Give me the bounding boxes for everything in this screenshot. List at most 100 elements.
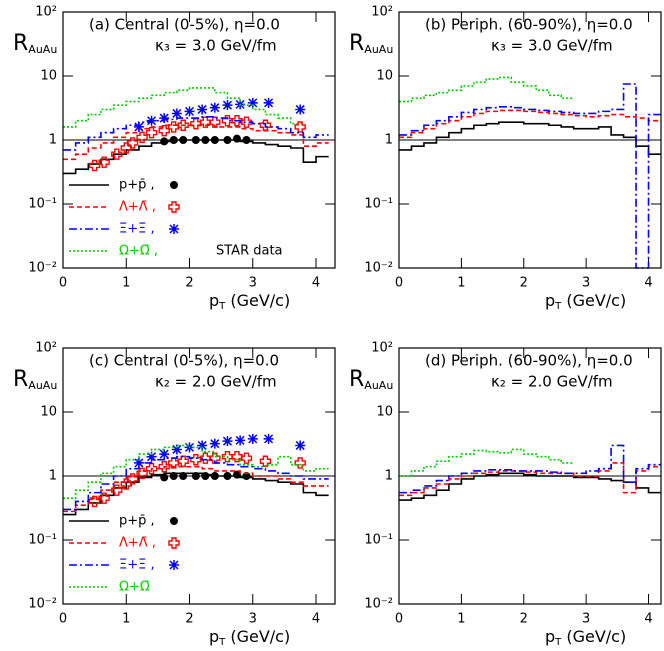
data-point bbox=[160, 137, 169, 146]
series-line bbox=[399, 109, 661, 139]
y-axis-label: RAuAu bbox=[13, 31, 57, 56]
y-label-main: R bbox=[13, 367, 28, 392]
data-point bbox=[240, 452, 253, 464]
data-point bbox=[263, 97, 274, 108]
series-line bbox=[63, 124, 329, 161]
data-point bbox=[120, 478, 132, 490]
data-point bbox=[209, 102, 220, 113]
y-label-sub: AuAu bbox=[364, 43, 393, 56]
data-point bbox=[223, 136, 232, 144]
data-point bbox=[199, 116, 212, 128]
data-point bbox=[201, 472, 210, 480]
data-point bbox=[169, 472, 178, 480]
data-point bbox=[98, 156, 110, 168]
series-line bbox=[63, 444, 329, 499]
series-line bbox=[399, 448, 574, 477]
data-point bbox=[209, 438, 220, 449]
legend-label: Ξ+Ξ̄ , bbox=[119, 222, 155, 237]
panel-subtitle: κ₂ = 2.0 GeV/fm bbox=[491, 373, 613, 391]
x-tick-label: 4 bbox=[312, 276, 320, 291]
data-point bbox=[222, 100, 233, 111]
data-point bbox=[159, 449, 170, 460]
panel-title: (b) Periph. (60-90%), η=0.0 bbox=[425, 16, 633, 34]
series-line bbox=[399, 472, 661, 501]
x-axis-label: pT (GeV/c) bbox=[209, 291, 290, 313]
x-tick-label: 1 bbox=[122, 612, 130, 627]
panel-title: (c) Central (0-5%), η=0.0 bbox=[89, 352, 279, 370]
x-label-rest: (GeV/c) bbox=[225, 291, 290, 310]
data-point bbox=[199, 452, 212, 464]
data-point bbox=[179, 136, 188, 144]
data-point bbox=[111, 148, 123, 160]
legend-label: Ξ+Ξ̄ , bbox=[119, 558, 155, 573]
data-point bbox=[111, 484, 123, 496]
x-tick-label: 1 bbox=[457, 276, 465, 291]
x-tick-label: 2 bbox=[520, 276, 528, 291]
series-line bbox=[399, 121, 661, 155]
data-point bbox=[209, 116, 221, 128]
data-point bbox=[158, 124, 170, 137]
data-point bbox=[133, 457, 144, 468]
x-tick-label: 4 bbox=[644, 612, 652, 627]
data-point bbox=[145, 127, 158, 139]
data-point bbox=[133, 121, 144, 132]
x-label-main: p bbox=[209, 291, 219, 310]
data-point bbox=[197, 440, 208, 451]
panel: 10⁻² 10⁻¹ 1 10 10² 0 1 2 3 4 (d) Periph. (60-90%),… bbox=[349, 341, 662, 648]
data-point bbox=[126, 473, 139, 485]
x-tick-label: 2 bbox=[185, 612, 193, 627]
data-point bbox=[179, 472, 188, 480]
plot-frame bbox=[398, 11, 662, 269]
x-tick-label: 1 bbox=[122, 276, 130, 291]
data-point bbox=[190, 117, 202, 130]
x-label-sub: T bbox=[218, 301, 226, 312]
data-point bbox=[259, 455, 272, 467]
y-tick-label: 10² bbox=[371, 5, 393, 20]
y-label-sub: AuAu bbox=[28, 379, 57, 392]
x-tick-label: 3 bbox=[582, 612, 590, 627]
data-point bbox=[201, 136, 210, 144]
legend-label: p+p̄ , bbox=[119, 514, 155, 529]
data-point bbox=[247, 433, 258, 444]
x-tick-label: 4 bbox=[312, 612, 320, 627]
data-point bbox=[98, 492, 110, 504]
x-tick-label: 3 bbox=[249, 612, 257, 627]
panel: 10⁻² 10⁻¹ 1 10 10² 0 1 2 3 4 (b) Periph. (60-90%),… bbox=[349, 5, 662, 312]
x-label-main: p bbox=[545, 291, 555, 310]
x-tick-label: 0 bbox=[395, 276, 403, 291]
data-point bbox=[169, 560, 179, 570]
data-point bbox=[231, 115, 243, 127]
x-label-rest: (GeV/c) bbox=[561, 291, 626, 310]
panel: 10⁻² 10⁻¹ 1 10 10² 0 1 2 3 4 (a) Central (0-5%), η… bbox=[13, 5, 336, 313]
y-label-main: R bbox=[349, 31, 364, 56]
y-tick-label: 10 bbox=[40, 69, 57, 84]
data-point bbox=[158, 460, 170, 473]
x-tick-label: 0 bbox=[59, 612, 67, 627]
panel-subtitle: κ₃ = 3.0 GeV/fm bbox=[155, 37, 277, 55]
data-point bbox=[167, 121, 180, 133]
y-tick-label: 10² bbox=[35, 5, 57, 20]
data-point bbox=[177, 455, 189, 467]
x-label-rest: (GeV/c) bbox=[561, 627, 626, 646]
data-point bbox=[197, 104, 208, 115]
y-tick-label: 10⁻¹ bbox=[28, 533, 57, 548]
series-line bbox=[63, 465, 329, 513]
data-point bbox=[120, 142, 132, 154]
panel-subtitle: κ₂ = 2.0 GeV/fm bbox=[155, 373, 277, 391]
panel-title: (a) Central (0-5%), η=0.0 bbox=[89, 16, 280, 34]
x-tick-label: 4 bbox=[644, 276, 652, 291]
series-line bbox=[63, 455, 329, 511]
data-point bbox=[146, 115, 157, 126]
data-point bbox=[247, 97, 258, 108]
series-line bbox=[399, 462, 661, 497]
plot-frame bbox=[398, 347, 662, 605]
data-point bbox=[168, 201, 180, 213]
y-label-sub: AuAu bbox=[364, 379, 393, 392]
y-axis-label: RAuAu bbox=[349, 367, 393, 392]
data-point bbox=[223, 472, 232, 480]
data-point bbox=[242, 136, 251, 144]
data-point bbox=[169, 136, 178, 144]
x-tick-label: 3 bbox=[249, 276, 257, 291]
y-tick-label: 1 bbox=[49, 469, 57, 484]
y-axis-label: RAuAu bbox=[13, 367, 57, 392]
